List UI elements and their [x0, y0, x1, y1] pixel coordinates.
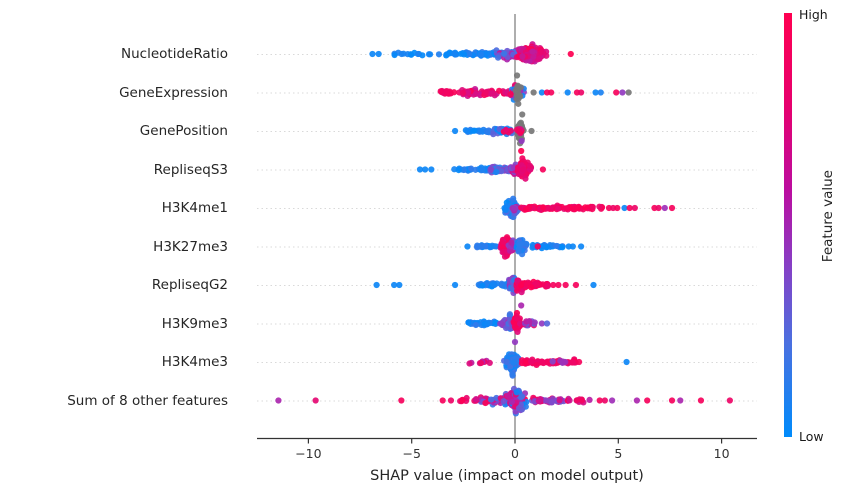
feature-label: RepliseqS3 — [153, 161, 228, 178]
feature-label: H3K9me3 — [161, 315, 228, 332]
x-tick-label: −10 — [295, 446, 322, 461]
feature-label: H3K4me3 — [161, 354, 228, 370]
feature-label: H3K4me1 — [161, 200, 228, 216]
colorbar-gradient — [784, 13, 792, 437]
x-tick-label: 0 — [511, 446, 519, 461]
feature-label: RepliseqG2 — [151, 277, 228, 293]
feature-label: Sum of 8 other features — [67, 392, 228, 409]
x-tick-label: −5 — [402, 446, 421, 461]
feature-label: GeneExpression — [119, 84, 228, 101]
x-tick-label: 5 — [614, 446, 623, 461]
x-axis-title: SHAP value (impact on model output) — [370, 468, 644, 484]
colorbar-high-label: High — [799, 7, 828, 22]
colorbar-title: Feature value — [820, 170, 836, 263]
x-tick-label: 10 — [713, 446, 730, 461]
feature-label: GenePosition — [139, 123, 228, 139]
feature-label: NucleotideRatio — [121, 46, 228, 62]
colorbar-low-label: Low — [799, 429, 824, 444]
feature-label: H3K27me3 — [153, 238, 228, 255]
